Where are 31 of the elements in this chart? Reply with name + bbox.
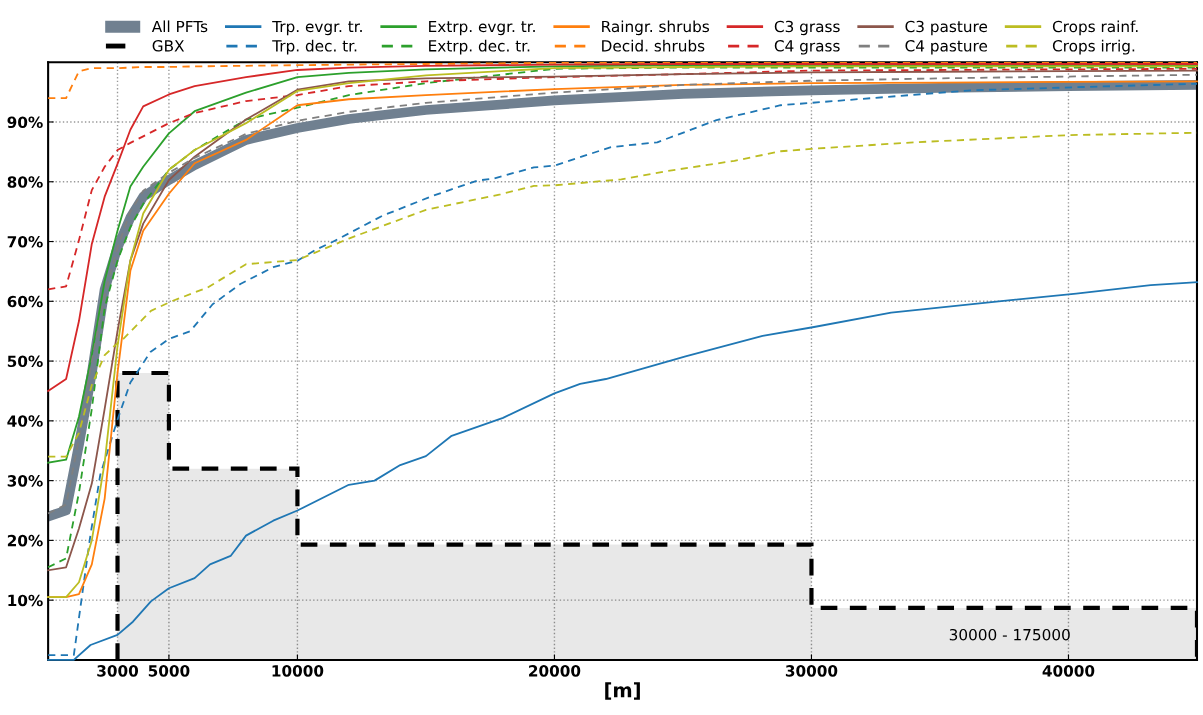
legend-label: Decid. shrubs (602, 39, 705, 52)
x-tick-label: 3000 (97, 665, 139, 677)
legend-label: Extrp. evgr. tr. (429, 20, 535, 36)
x-tick-label: 5000 (148, 665, 190, 677)
legend-label: Extrp. dec. tr. (429, 39, 530, 55)
x-tick-label: 20000 (529, 665, 581, 677)
legend-label: All PFTs (151, 20, 208, 33)
y-tick-label: 30% (7, 475, 43, 487)
x-axis-title: [m] (605, 682, 640, 700)
legend-label: Trp. dec. tr. (272, 39, 357, 55)
legend-label: C4 grass (774, 40, 840, 55)
y-tick-label: 10% (8, 594, 43, 607)
legend-label: Trp. evgr. tr. (272, 20, 362, 36)
x-tick-label: 10000 (272, 665, 324, 677)
y-tick-label: 20% (7, 534, 43, 547)
x-tick-label: 40000 (1042, 665, 1095, 677)
annotation: 30000 - 175000 (949, 628, 1070, 641)
legend-label: C3 grass (774, 20, 840, 36)
legend-label: Crops rainf. (1052, 20, 1138, 36)
y-tick-label: 60% (7, 295, 43, 308)
y-tick-label: 40% (7, 415, 43, 427)
y-tick-label: 90% (7, 116, 43, 128)
x-tick-label: 30000 (785, 665, 838, 677)
legend-label: GBX (152, 40, 185, 52)
legend-label: Raingr. shrubs (602, 20, 710, 36)
legend-label: Crops irrig. (1052, 39, 1135, 55)
y-tick-label: 50% (7, 355, 43, 368)
y-tick-label: 80% (7, 176, 43, 188)
legend-label: C4 pasture (905, 40, 988, 55)
y-tick-label: 70% (7, 235, 43, 248)
legend-label: C3 pasture (905, 20, 988, 36)
